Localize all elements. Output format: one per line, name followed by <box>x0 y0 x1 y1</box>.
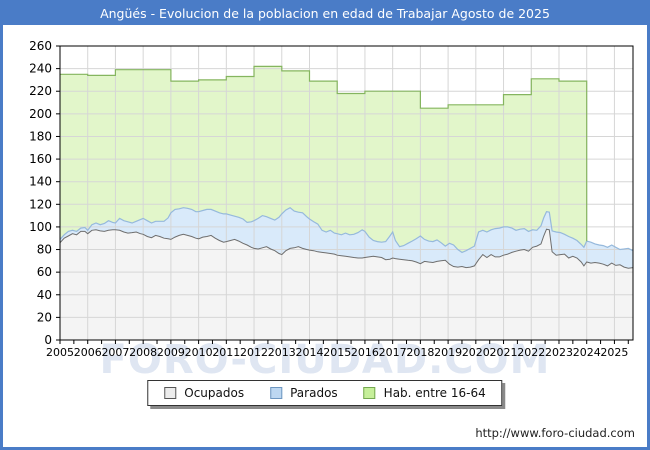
svg-text:2008: 2008 <box>129 346 157 359</box>
svg-text:160: 160 <box>29 152 52 166</box>
svg-text:2013: 2013 <box>268 346 296 359</box>
svg-text:2022: 2022 <box>517 346 545 359</box>
svg-text:60: 60 <box>37 265 52 279</box>
svg-text:80: 80 <box>37 243 52 257</box>
svg-text:2010: 2010 <box>185 346 213 359</box>
svg-text:2005: 2005 <box>46 346 74 359</box>
svg-text:2024: 2024 <box>573 346 601 359</box>
svg-text:2015: 2015 <box>323 346 351 359</box>
legend-label-parados: Parados <box>290 386 338 400</box>
svg-text:2025: 2025 <box>600 346 628 359</box>
svg-text:2012: 2012 <box>240 346 268 359</box>
source-url[interactable]: http://www.foro-ciudad.com <box>475 426 635 440</box>
svg-text:2011: 2011 <box>212 346 240 359</box>
svg-text:2018: 2018 <box>406 346 434 359</box>
chart-legend: Ocupados Parados Hab. entre 16-64 <box>147 380 503 406</box>
svg-text:120: 120 <box>29 197 52 211</box>
hab-16-64-swatch-icon <box>363 387 376 399</box>
svg-text:2006: 2006 <box>74 346 102 359</box>
svg-text:260: 260 <box>29 39 52 53</box>
svg-text:2007: 2007 <box>101 346 129 359</box>
legend-label-hab-16-64: Hab. entre 16-64 <box>383 386 486 400</box>
population-area-chart: 0 20 40 60 80 100 120 140 160 180 200 220 240 260 2005… <box>29 39 634 359</box>
svg-text:2017: 2017 <box>379 346 407 359</box>
svg-text:200: 200 <box>29 107 52 121</box>
svg-text:2016: 2016 <box>351 346 379 359</box>
parados-swatch-icon <box>270 387 283 399</box>
legend-label-ocupados: Ocupados <box>184 386 245 400</box>
legend-item-hab-16-64: Hab. entre 16-64 <box>363 386 486 400</box>
svg-text:2020: 2020 <box>462 346 490 359</box>
svg-text:100: 100 <box>29 220 52 234</box>
svg-text:2014: 2014 <box>295 346 323 359</box>
svg-text:180: 180 <box>29 129 52 143</box>
svg-text:40: 40 <box>37 288 52 302</box>
legend-item-ocupados: Ocupados <box>164 386 244 400</box>
svg-text:20: 20 <box>37 310 52 324</box>
svg-text:240: 240 <box>29 62 52 76</box>
watermark-text: FORO-CIUDAD.COM <box>99 337 551 383</box>
svg-text:0: 0 <box>44 333 52 347</box>
svg-text:140: 140 <box>29 175 52 189</box>
svg-text:2009: 2009 <box>157 346 185 359</box>
legend-item-parados: Parados <box>270 386 338 400</box>
svg-text:220: 220 <box>29 84 52 98</box>
ocupados-swatch-icon <box>164 387 177 399</box>
svg-text:2019: 2019 <box>434 346 462 359</box>
chart-title: Angüés - Evolucion de la poblacion en ed… <box>3 3 647 25</box>
svg-text:2021: 2021 <box>490 346 518 359</box>
svg-text:2023: 2023 <box>545 346 573 359</box>
